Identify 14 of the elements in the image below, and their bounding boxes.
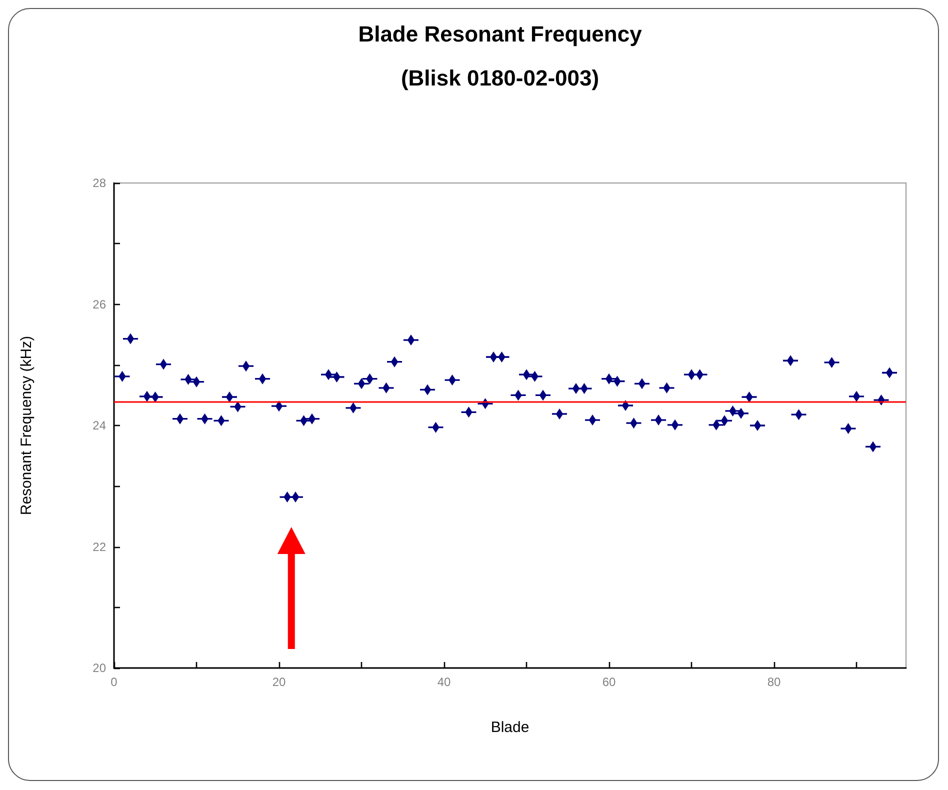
x-tick-label: 60 bbox=[602, 675, 616, 689]
chart-subtitle: (Blisk 0180-02-003) bbox=[400, 66, 600, 90]
x-tick-label: 20 bbox=[272, 675, 286, 689]
x-tick-label: 0 bbox=[110, 675, 118, 689]
y-tick-label: 26 bbox=[92, 297, 106, 312]
x-tick-label: 80 bbox=[767, 675, 781, 689]
x-tick-label: 40 bbox=[437, 675, 451, 689]
y-tick-label: 24 bbox=[92, 418, 106, 432]
chart-title: Blade Resonant Frequency bbox=[358, 22, 643, 46]
x-axis-title: Blade bbox=[490, 719, 530, 736]
y-tick-label: 28 bbox=[92, 176, 106, 190]
y-tick-label: 22 bbox=[92, 540, 106, 554]
y-axis-title: Resonant Frequency (kHz) bbox=[18, 336, 35, 516]
y-tick-label: 20 bbox=[92, 661, 106, 675]
